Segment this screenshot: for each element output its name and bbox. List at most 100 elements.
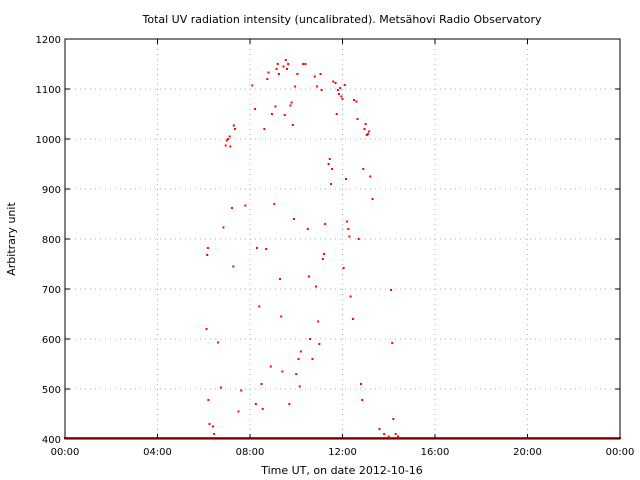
data-point [228,135,231,138]
data-point [313,75,316,78]
data-point [224,144,227,147]
data-point [302,63,305,65]
data-point [336,89,339,91]
data-point [294,85,297,88]
data-point [275,68,278,70]
data-point [339,87,342,89]
x-axis-label: Time UT, on date 2012-10-16 [260,464,423,477]
data-point [288,403,291,405]
data-point [366,133,369,135]
data-point [357,238,360,240]
x-tick-label: 04:00 [143,447,172,458]
data-point [344,178,347,180]
data-point [289,104,292,107]
data-point [340,95,343,98]
data-point [265,248,268,250]
data-point [317,320,320,323]
data-point [251,84,254,87]
data-point [273,203,276,205]
data-point [355,100,358,103]
y-tick-label: 400 [42,435,61,446]
data-point [286,68,288,70]
data-point [306,228,309,230]
data-point [283,114,286,116]
data-point [287,63,290,65]
x-tick-label: 20:00 [513,447,542,458]
data-point [207,399,210,401]
data-point [307,275,310,278]
data-point [348,235,351,238]
y-tick-label: 1000 [36,135,61,146]
y-tick-label: 700 [42,285,61,296]
data-point [296,73,299,75]
data-point [282,65,285,68]
data-point [392,418,395,420]
data-point [364,123,367,125]
data-point [208,423,211,425]
data-point [369,175,372,178]
data-point [335,113,338,115]
data-point [237,410,240,413]
data-point [368,130,371,133]
data-point [383,433,386,435]
data-point [267,71,270,74]
axes: 00:00 04:00 08:00 12:00 16:00 20:00 00:0040050… [36,35,635,458]
data-point [304,63,307,65]
data-point [338,93,341,95]
data-point [311,358,314,360]
data-point [206,254,209,256]
y-tick-label: 800 [42,235,61,246]
data-point [232,265,235,268]
data-point [334,82,337,84]
y-axis-label: Arbitrary unit [5,202,18,276]
data-point [205,328,208,330]
data-point [371,198,374,200]
data-point [244,204,247,207]
data-point [276,63,279,65]
data-point [258,305,261,308]
data-point [332,80,335,83]
data-point [362,168,365,170]
data-point [220,386,223,389]
data-point [360,383,362,385]
data-point [230,207,233,209]
data-point [397,435,399,438]
y-tick-label: 500 [42,385,61,396]
data-point [320,89,323,91]
data-point [387,435,390,438]
data-point [356,118,359,120]
x-tick-label: 00:00 [606,447,635,458]
data-point [217,341,220,344]
y-tick-label: 900 [42,185,61,196]
data-point [227,138,230,140]
x-tick-label: 12:00 [328,447,357,458]
data-point [213,433,216,435]
data-point [342,267,345,269]
data-point [225,139,228,142]
data-point [324,223,327,225]
data-point [346,220,349,223]
data-point [295,373,298,375]
data-point [341,98,344,100]
data-point [349,295,352,298]
data-point [378,428,381,430]
data-point [274,105,277,108]
data-point [229,145,232,148]
data-point [206,247,209,249]
data-point [255,247,258,249]
data-point [291,124,294,126]
data-point [365,134,368,136]
data-point [328,158,331,160]
data-point [314,285,317,288]
data-point [277,73,280,75]
data-point [363,128,366,130]
data-point [329,183,332,185]
x-tick-label: 08:00 [236,447,265,458]
y-tick-label: 1100 [36,85,61,96]
x-tick-label: 00:00 [51,447,80,458]
y-tick-label: 1200 [36,35,61,46]
grid [65,39,620,439]
data-point [222,226,225,229]
data-point [361,399,364,401]
data-point [254,108,257,110]
